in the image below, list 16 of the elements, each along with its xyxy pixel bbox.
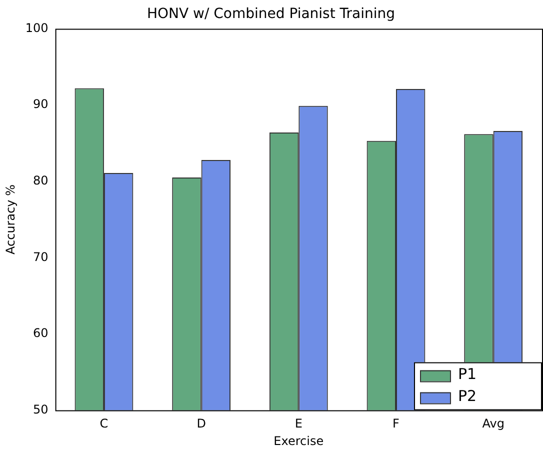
y-tick-label: 90	[33, 97, 48, 112]
x-tick-label: F	[392, 416, 400, 431]
x-axis-title: Exercise	[274, 434, 324, 448]
y-axis-title: Accuracy %	[3, 184, 18, 255]
legend-label: P1	[458, 365, 477, 384]
x-tick-label: C	[100, 416, 108, 431]
x-tick-label: E	[294, 416, 302, 431]
chart-title: HONV w/ Combined Pianist Training	[146, 6, 396, 22]
y-tick-label: 60	[33, 326, 48, 340]
legend-label: P2	[458, 387, 477, 406]
x-tick-label: Avg	[482, 416, 504, 431]
y-tick-label: 70	[33, 250, 48, 264]
y-tick-label: 50	[33, 402, 48, 416]
y-tick-label: 80	[33, 173, 48, 188]
x-tick-label: D	[196, 416, 206, 431]
y-tick-label: 100	[25, 20, 48, 35]
